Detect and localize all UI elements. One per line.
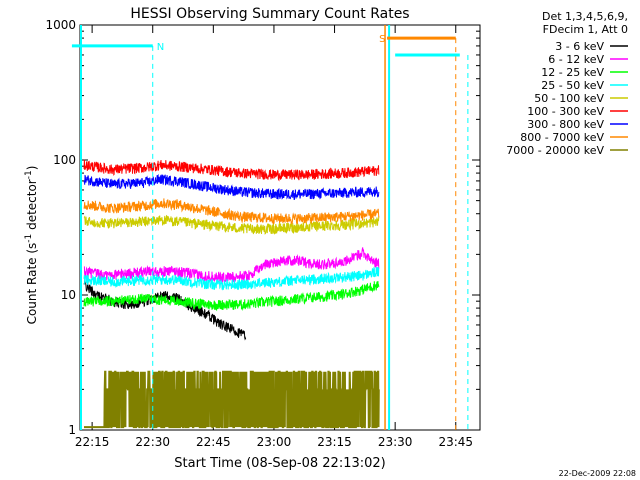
y-label-sup: -1: [24, 234, 34, 243]
x-tick-label: 23:15: [317, 435, 352, 449]
y-label-part: Count Rate (s: [25, 243, 39, 325]
legend-item-label: 25 - 50 keV: [541, 79, 604, 92]
series-line: [83, 173, 380, 200]
x-tick-label: 23:00: [257, 435, 292, 449]
legend-item-label: 100 - 300 keV: [527, 105, 604, 118]
x-axis-label: Start Time (08-Sep-08 22:13:02): [174, 456, 385, 471]
y-tick-label: 10: [61, 288, 76, 302]
series-line: [83, 247, 380, 283]
x-tick-label: 22:15: [75, 435, 110, 449]
series-line: [83, 198, 380, 225]
legend-item-label: 50 - 100 keV: [534, 92, 604, 105]
legend-item-label: 6 - 12 keV: [548, 53, 604, 66]
legend-item-label: 12 - 25 keV: [541, 66, 604, 79]
y-label-sup: -1: [24, 170, 34, 179]
series-line: [83, 159, 380, 182]
y-axis-label: Count Rate (s-1 detector-1): [24, 166, 39, 325]
series-line: [83, 214, 380, 235]
flag-label: S: [379, 34, 385, 45]
legend-item-label: 800 - 7000 keV: [520, 131, 604, 144]
x-tick-label: 23:30: [378, 435, 413, 449]
y-tick-label: 1000: [45, 18, 76, 32]
series-line: [83, 266, 380, 291]
legend-header: FDecim 1, Att 0: [543, 23, 628, 36]
plot-area: 1 10 100 1000 22:15 22:30 22:45 23:00 23:15 23:30…: [45, 18, 481, 449]
x-tick-label: 22:30: [135, 435, 170, 449]
series-line: [83, 280, 380, 312]
date-stamp: 22-Dec-2009 22:08: [558, 469, 636, 478]
series-line: [84, 370, 380, 429]
legend-header: Det 1,3,4,5,6,9,: [542, 10, 628, 23]
legend-item-label: 300 - 800 keV: [527, 118, 604, 131]
y-label-part: detector: [25, 179, 39, 234]
chart-title: HESSI Observing Summary Count Rates: [130, 6, 409, 22]
legend-item-label: 3 - 6 keV: [555, 40, 604, 53]
x-tick-label: 23:45: [438, 435, 473, 449]
flag-label: N: [157, 42, 164, 53]
legend-item-label: 7000 - 20000 keV: [506, 144, 604, 157]
y-label-part: ): [25, 166, 39, 171]
legend: Det 1,3,4,5,6,9,FDecim 1, Att 0 3 - 6 keV…: [506, 10, 628, 157]
x-tick-label: 22:45: [196, 435, 231, 449]
y-tick-label: 100: [53, 153, 76, 167]
y-tick-label: 1: [68, 423, 76, 437]
